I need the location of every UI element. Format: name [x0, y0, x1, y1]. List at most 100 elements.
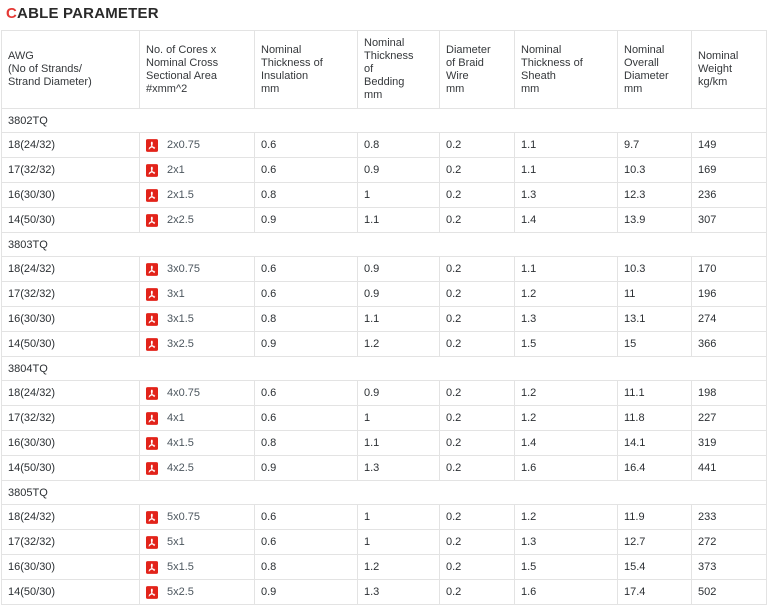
bedding-cell: 1.2 — [357, 554, 440, 580]
cores-pdf-link[interactable]: 4x2.5 — [167, 462, 194, 474]
diameter-cell: 15.4 — [617, 554, 692, 580]
weight-cell: 236 — [691, 182, 767, 208]
weight-cell: 169 — [691, 157, 767, 183]
awg-cell: 17(32/32) — [1, 405, 140, 431]
cores-cell: 4x1 — [139, 405, 255, 431]
insulation-cell: 0.8 — [254, 182, 358, 208]
table-row: 14(50/30) 4x2.5 0.9 1.3 0.2 1.6 16.4 441 — [1, 455, 767, 481]
cores-pdf-link[interactable]: 3x0.75 — [167, 263, 201, 275]
cores-pdf-link[interactable]: 3x1.5 — [167, 313, 194, 325]
awg-cell: 17(32/32) — [1, 281, 140, 307]
insulation-cell: 0.6 — [254, 529, 358, 555]
cores-cell-content: 4x2.5 — [146, 461, 250, 475]
pdf-file-icon[interactable] — [146, 262, 158, 276]
awg-cell: 18(24/32) — [1, 256, 140, 282]
cores-cell-content: 3x1 — [146, 287, 250, 301]
table-row: 18(24/32) 4x0.75 0.6 0.9 0.2 1.2 11.1 198 — [1, 380, 767, 406]
pdf-file-icon[interactable] — [146, 386, 158, 400]
weight-cell: 307 — [691, 207, 767, 233]
awg-cell: 14(50/30) — [1, 207, 140, 233]
table-row: 16(30/30) 3x1.5 0.8 1.1 0.2 1.3 13.1 274 — [1, 306, 767, 332]
pdf-file-icon[interactable] — [146, 287, 158, 301]
cores-pdf-link[interactable]: 5x0.75 — [167, 511, 201, 523]
sheath-cell: 1.5 — [514, 331, 618, 357]
insulation-cell: 0.9 — [254, 207, 358, 233]
braid-cell: 0.2 — [439, 504, 515, 530]
table-row: 17(32/32) 4x1 0.6 1 0.2 1.2 11.8 227 — [1, 405, 767, 431]
pdf-file-icon[interactable] — [146, 188, 158, 202]
sheath-cell: 1.3 — [514, 529, 618, 555]
cores-cell-content: 3x1.5 — [146, 312, 250, 326]
pdf-file-icon[interactable] — [146, 510, 158, 524]
bedding-cell: 1.1 — [357, 430, 440, 456]
cores-pdf-link[interactable]: 4x1 — [167, 412, 185, 424]
sheath-cell: 1.1 — [514, 132, 618, 158]
cores-pdf-link[interactable]: 4x1.5 — [167, 437, 194, 449]
cores-cell: 4x2.5 — [139, 455, 255, 481]
pdf-file-icon[interactable] — [146, 138, 158, 152]
cores-cell-content: 4x0.75 — [146, 386, 250, 400]
pdf-file-icon[interactable] — [146, 585, 158, 599]
bedding-cell: 0.9 — [357, 157, 440, 183]
cores-pdf-link[interactable]: 3x1 — [167, 288, 185, 300]
cores-pdf-link[interactable]: 2x1.5 — [167, 189, 194, 201]
header-cores: No. of Cores x Nominal Cross Sectional A… — [139, 30, 255, 109]
table-row: 16(30/30) 5x1.5 0.8 1.2 0.2 1.5 15.4 373 — [1, 554, 767, 580]
insulation-cell: 0.6 — [254, 281, 358, 307]
pdf-file-icon[interactable] — [146, 312, 158, 326]
pdf-file-icon[interactable] — [146, 213, 158, 227]
braid-cell: 0.2 — [439, 579, 515, 605]
cores-cell: 3x1 — [139, 281, 255, 307]
cores-cell-content: 5x0.75 — [146, 510, 250, 524]
cores-pdf-link[interactable]: 2x0.75 — [167, 139, 201, 151]
pdf-file-icon[interactable] — [146, 163, 158, 177]
cores-pdf-link[interactable]: 5x1.5 — [167, 561, 194, 573]
pdf-file-icon[interactable] — [146, 411, 158, 425]
cores-cell-content: 2x1.5 — [146, 188, 250, 202]
section-label: 3803TQ — [1, 232, 767, 257]
pdf-file-icon[interactable] — [146, 436, 158, 450]
cores-pdf-link[interactable]: 3x2.5 — [167, 338, 194, 350]
diameter-cell: 13.1 — [617, 306, 692, 332]
weight-cell: 233 — [691, 504, 767, 530]
cores-cell: 2x1 — [139, 157, 255, 183]
cores-pdf-link[interactable]: 5x1 — [167, 536, 185, 548]
cores-cell-content: 3x0.75 — [146, 262, 250, 276]
cores-pdf-link[interactable]: 4x0.75 — [167, 387, 201, 399]
section-label: 3804TQ — [1, 356, 767, 381]
insulation-cell: 0.6 — [254, 157, 358, 183]
braid-cell: 0.2 — [439, 554, 515, 580]
insulation-cell: 0.8 — [254, 306, 358, 332]
weight-cell: 198 — [691, 380, 767, 406]
sheath-cell: 1.2 — [514, 504, 618, 530]
cores-cell-content: 4x1 — [146, 411, 250, 425]
cores-cell-content: 2x2.5 — [146, 213, 250, 227]
braid-cell: 0.2 — [439, 430, 515, 456]
pdf-file-icon[interactable] — [146, 461, 158, 475]
cores-pdf-link[interactable]: 5x2.5 — [167, 586, 194, 598]
weight-cell: 196 — [691, 281, 767, 307]
cores-pdf-link[interactable]: 2x1 — [167, 164, 185, 176]
pdf-file-icon[interactable] — [146, 535, 158, 549]
cores-cell: 5x1.5 — [139, 554, 255, 580]
cores-cell: 5x1 — [139, 529, 255, 555]
cores-cell-content: 2x1 — [146, 163, 250, 177]
diameter-cell: 11.8 — [617, 405, 692, 431]
bedding-cell: 1 — [357, 504, 440, 530]
section-row: 3804TQ — [1, 356, 767, 381]
header-diameter: Nominal Overall Diameter mm — [617, 30, 692, 109]
header-awg: AWG (No of Strands/ Strand Diameter) — [1, 30, 140, 109]
cores-pdf-link[interactable]: 2x2.5 — [167, 214, 194, 226]
sheath-cell: 1.4 — [514, 207, 618, 233]
awg-cell: 18(24/32) — [1, 132, 140, 158]
pdf-file-icon[interactable] — [146, 337, 158, 351]
sheath-cell: 1.2 — [514, 281, 618, 307]
sheath-cell: 1.5 — [514, 554, 618, 580]
pdf-file-icon[interactable] — [146, 560, 158, 574]
cores-cell-content: 5x1.5 — [146, 560, 250, 574]
diameter-cell: 10.3 — [617, 157, 692, 183]
braid-cell: 0.2 — [439, 207, 515, 233]
cores-cell: 2x1.5 — [139, 182, 255, 208]
bedding-cell: 1.1 — [357, 306, 440, 332]
sheath-cell: 1.1 — [514, 157, 618, 183]
